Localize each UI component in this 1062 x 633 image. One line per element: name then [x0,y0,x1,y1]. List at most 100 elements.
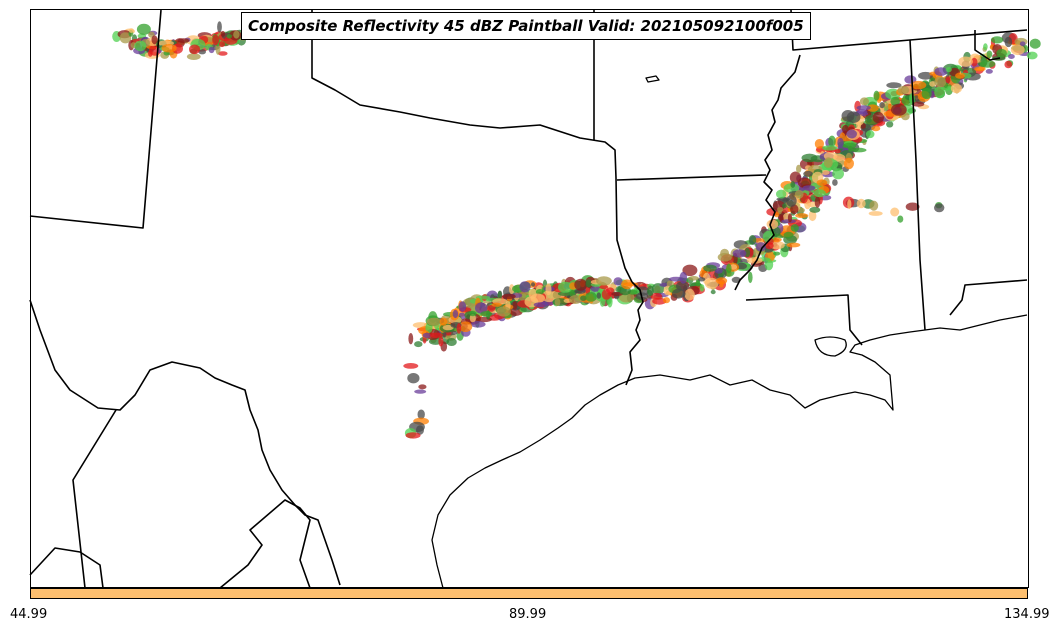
reflectivity-blob [208,46,215,54]
reflectivity-blob [856,109,868,114]
reflectivity-blob [776,189,787,199]
reflectivity-blob [469,314,476,323]
reflectivity-blob [986,50,993,59]
lake-outline [645,75,660,83]
reflectivity-blob [151,35,158,45]
reflectivity-blob [765,242,774,250]
reflectivity-blob [422,332,431,339]
reflectivity-blob [905,202,920,211]
reflectivity-blob [970,57,978,67]
reflectivity-blob [714,267,723,274]
reflectivity-blob [134,40,147,52]
reflectivity-blob [491,302,502,307]
reflectivity-blob [773,251,781,256]
reflectivity-blob [710,289,716,295]
reflectivity-blob [452,309,459,319]
reflectivity-blob [789,171,802,184]
reflectivity-blob [783,183,800,193]
reflectivity-blob [843,157,855,170]
reflectivity-blob [786,242,801,248]
reflectivity-blob [663,297,670,304]
reflectivity-blob [985,69,993,74]
reflectivity-blob [786,194,797,207]
reflectivity-blob [519,281,531,293]
reflectivity-blob [1004,36,1013,48]
reflectivity-blob [496,306,511,317]
reflectivity-blob [414,389,427,394]
reflectivity-blob [897,215,904,223]
reflectivity-blob [217,21,222,33]
reflectivity-blob [832,168,844,180]
reflectivity-blob [726,263,732,274]
reflectivity-blob [790,181,796,188]
reflectivity-blob [418,384,427,390]
state-border [311,10,633,283]
reflectivity-blob [458,301,467,312]
state-border [909,39,926,331]
reflectivity-blob [958,56,973,67]
reflectivity-blob [837,137,844,148]
reflectivity-blob [1019,41,1026,47]
reflectivity-blob [672,288,686,299]
reflectivity-blob [531,282,535,287]
reflectivity-blob [869,200,879,211]
reflectivity-blob [783,231,794,239]
reflectivity-blob [508,307,523,316]
reflectivity-blob [890,207,900,217]
reflectivity-blob [470,321,486,328]
reflectivity-blob [934,86,945,99]
reflectivity-blob [868,211,883,216]
reflectivity-blob [1029,38,1041,49]
reflectivity-blob [790,224,799,232]
reflectivity-blob [910,80,927,90]
reflectivity-blob [828,135,836,148]
reflectivity-blob [912,101,925,107]
reflectivity-blob [218,51,228,56]
reflectivity-blob [766,219,779,230]
reflectivity-blob [233,30,240,39]
reflectivity-blob [128,28,134,33]
reflectivity-blob [859,97,870,106]
reflectivity-blob [533,302,549,308]
reflectivity-blob [177,38,190,43]
map-title: Composite Reflectivity 45 dBZ Paintball … [241,12,811,40]
reflectivity-blob [904,75,917,84]
reflectivity-blob [161,43,177,53]
reflectivity-blob [446,338,457,346]
reflectivity-blob [748,271,753,284]
reflectivity-blob [871,125,881,132]
state-border [29,9,162,229]
reflectivity-blob [886,82,902,89]
reflectivity-blob [795,213,809,219]
reflectivity-blob [695,280,701,287]
reflectivity-blob [198,49,206,55]
reflectivity-blob [950,83,963,94]
reflectivity-blob [509,284,515,295]
state-border [219,499,311,589]
reflectivity-blob [865,130,875,139]
reflectivity-blob [119,32,132,44]
reflectivity-blob [945,76,951,84]
reflectivity-blob [833,153,846,162]
reflectivity-blob [407,373,420,384]
reflectivity-blob [186,53,201,60]
reflectivity-blob [851,147,867,153]
reflectivity-blob [921,88,932,100]
reflectivity-blob [405,432,421,439]
reflectivity-blob [212,34,220,46]
colorbar-tick-label-mid: 89.99 [509,607,547,622]
reflectivity-blob [842,124,849,134]
reflectivity-blob [679,271,688,284]
reflectivity-blob [945,67,952,73]
reflectivity-blob [512,301,518,310]
reflectivity-blob [813,189,826,198]
reflectivity-blob [697,277,706,282]
reflectivity-blob [585,279,592,288]
state-border [29,547,104,589]
reflectivity-blob [688,276,699,281]
reflectivity-blob [794,190,804,199]
reflectivity-blob [590,285,601,292]
reflectivity-blob [796,164,802,173]
state-border [745,294,863,346]
lake-pontchartrain [814,336,847,357]
